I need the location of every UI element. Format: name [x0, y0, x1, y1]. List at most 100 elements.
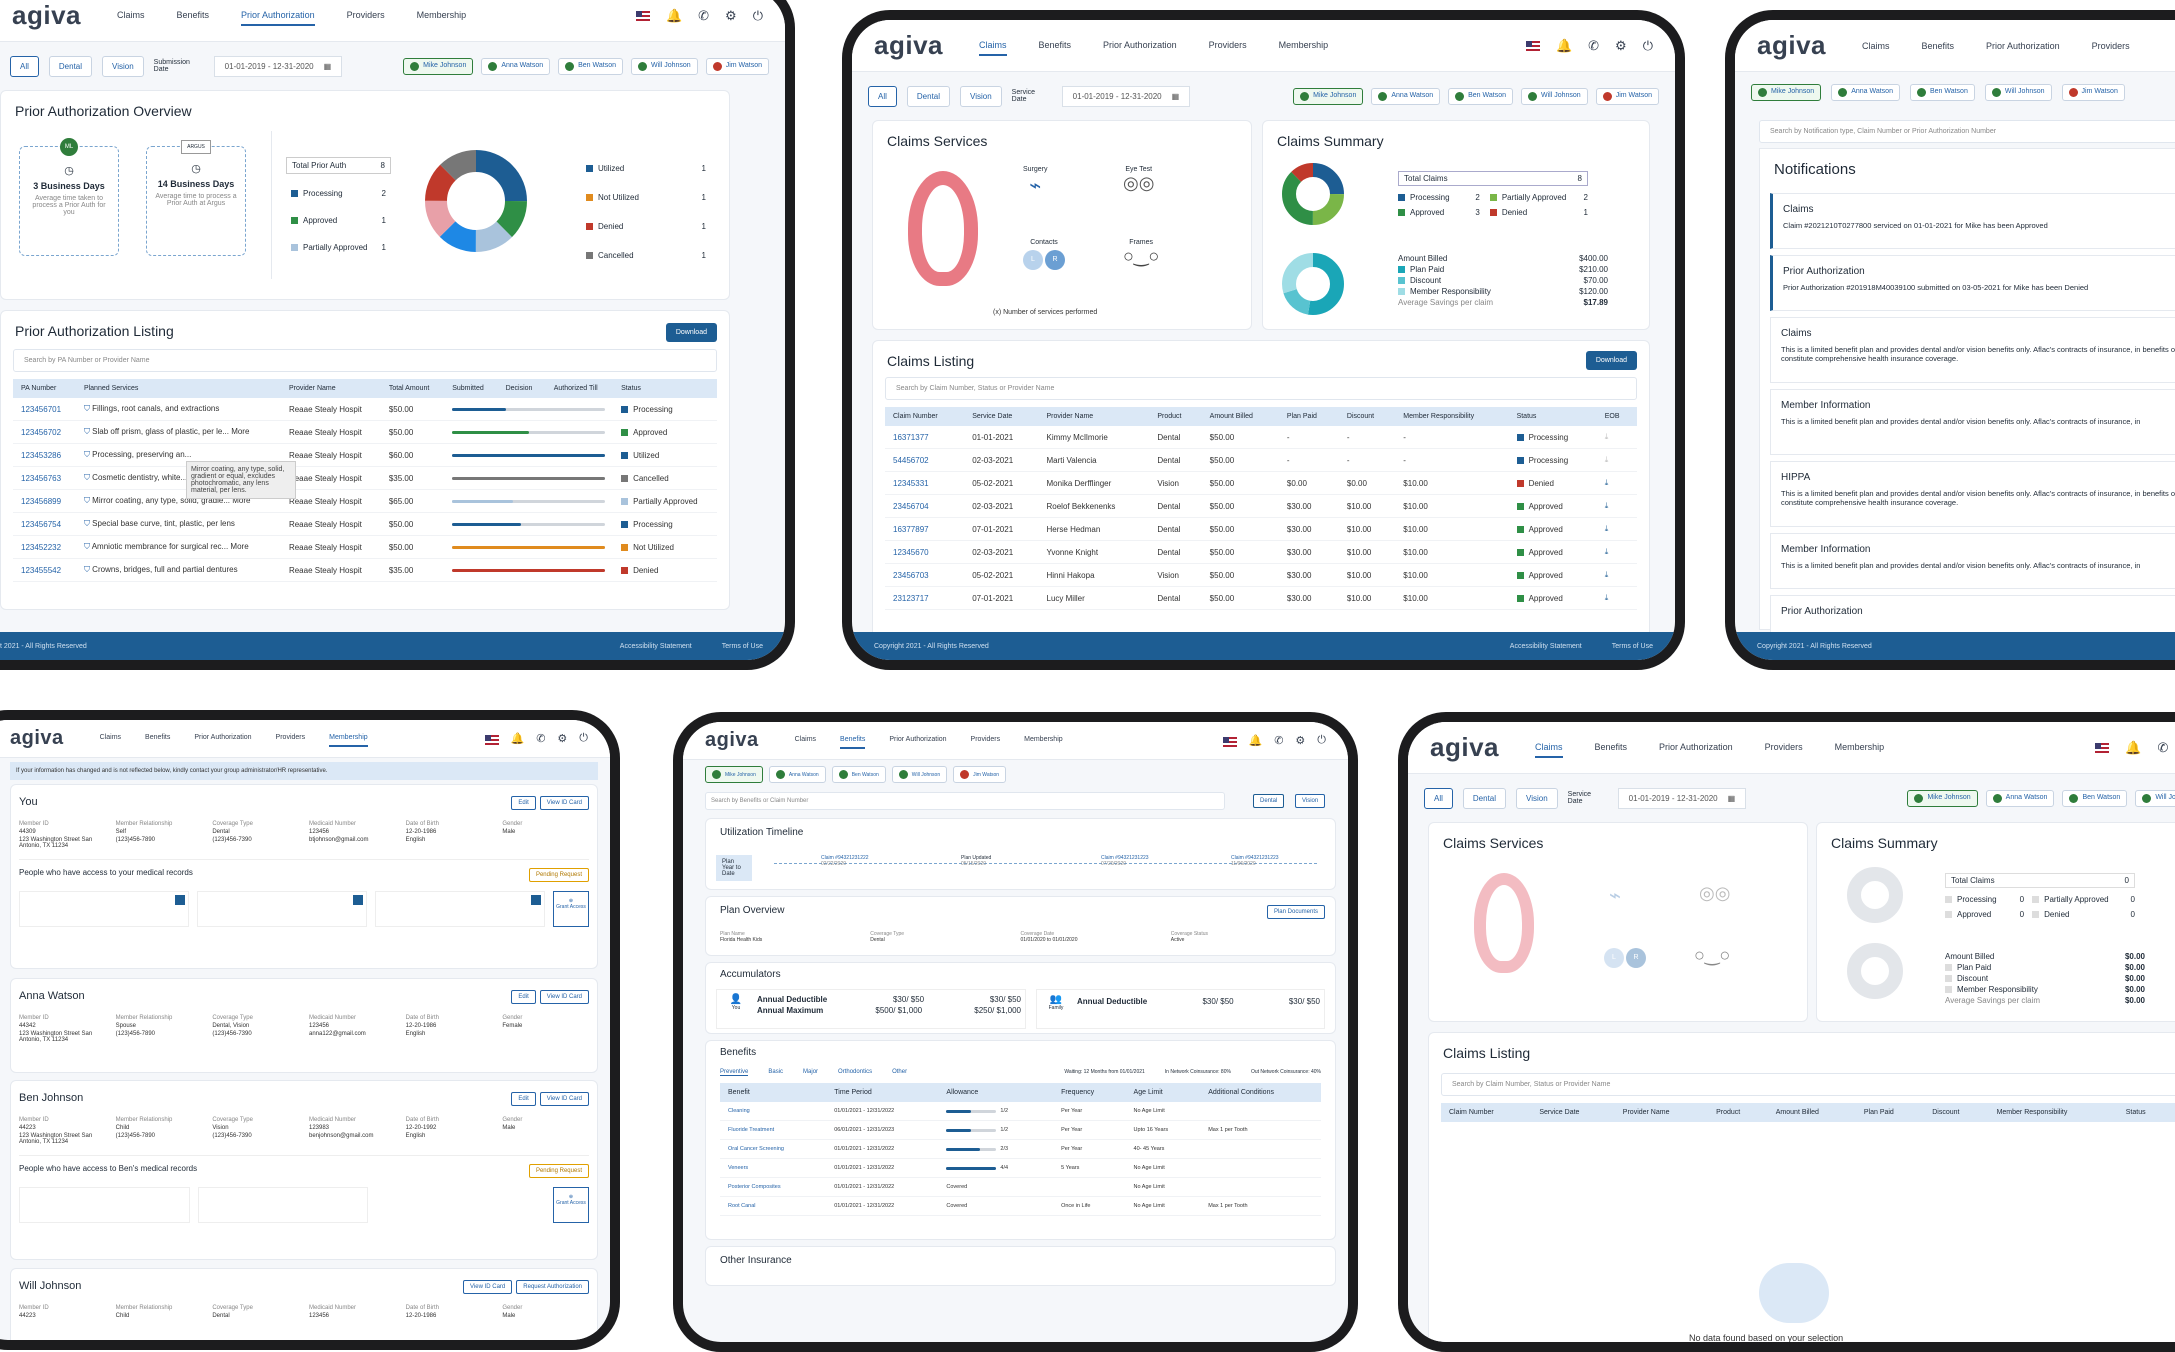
filter-vision[interactable]: Vision — [102, 55, 144, 77]
date-range-picker[interactable]: 01-01-2019 - 12-31-2020 ▦ — [1617, 787, 1747, 809]
nav-membership[interactable]: Membership — [329, 730, 368, 747]
nav-claims[interactable]: Claims — [99, 734, 122, 741]
date-range-picker[interactable]: 01-01-2019 - 12-31-2020 ▦ — [1061, 85, 1191, 107]
tab-major[interactable]: Major — [803, 1069, 819, 1075]
member-chip[interactable]: Anna Watson — [1985, 789, 2055, 807]
notification-item[interactable]: Member Information This is a limited bene… — [1770, 533, 2175, 589]
nav-benefits[interactable]: Benefits — [1038, 39, 1072, 50]
pending-request-button[interactable]: Pending Request — [528, 868, 589, 882]
benefits-search-input[interactable]: Search by Benefits or Claim Number — [705, 792, 1225, 810]
member-chip[interactable]: Will Johnson — [2135, 789, 2175, 807]
date-range-picker[interactable]: 01-01-2019 - 12-31-2020 ▦ — [213, 55, 343, 77]
grant-access-button[interactable]: ⊕ Grant Access — [553, 891, 589, 927]
gear-icon[interactable]: ⚙ — [1295, 735, 1306, 747]
tab-preventive[interactable]: Preventive — [720, 1069, 749, 1076]
tab-orthodontics[interactable]: Orthodontics — [838, 1069, 873, 1075]
nav-benefits[interactable]: Benefits — [145, 734, 171, 741]
nav-benefits[interactable]: Benefits — [840, 732, 866, 749]
teeth-icon[interactable] — [908, 171, 978, 286]
filter-dental[interactable]: Dental — [1462, 787, 1507, 809]
notification-search-input[interactable]: Search by Notification type, Claim Numbe… — [1759, 120, 2175, 143]
gear-icon[interactable]: ⚙ — [557, 733, 568, 745]
nav-membership[interactable]: Membership — [1834, 741, 1885, 752]
table-row[interactable]: 123452232 ⛉ Amniotic membrance for surgic… — [13, 535, 717, 559]
member-chip[interactable]: Will Johnson — [631, 57, 698, 75]
filter-vision[interactable]: Vision — [1295, 794, 1326, 808]
flag-icon[interactable] — [1525, 40, 1540, 51]
table-row[interactable]: 123456701 ⛉ Fillings, root canals, and ex… — [13, 398, 717, 421]
view-id-card-button[interactable]: View ID Card — [539, 990, 589, 1004]
nav-membership[interactable]: Membership — [416, 9, 467, 20]
nav-claims[interactable]: Claims — [1862, 40, 1890, 51]
nav-providers[interactable]: Providers — [346, 9, 385, 20]
edit-button[interactable]: Edit — [511, 1092, 536, 1106]
table-row[interactable]: 16377897 07-01-2021 Herse Hedman Dental $50.… — [885, 517, 1637, 541]
plan-year-chip[interactable]: Plan Year to Date — [716, 855, 752, 881]
member-chip[interactable]: Ben Watson — [831, 766, 886, 783]
table-row[interactable]: 16371377 01-01-2021 Kimmy McIlmorie Dental $… — [885, 426, 1637, 449]
power-icon[interactable]: ⏻ — [579, 732, 588, 744]
edit-button[interactable]: Edit — [511, 796, 536, 810]
pending-request-button[interactable]: Pending Request — [528, 1164, 589, 1178]
member-chip[interactable]: Ben Watson — [1448, 87, 1513, 105]
claims-search-input[interactable]: Search by Claim Number, Status or Provid… — [885, 377, 1637, 400]
nav-prior-auth[interactable]: Prior Authorization — [194, 734, 252, 741]
timeline-event[interactable]: Claim #94321231223 07/20/2020 — [1101, 855, 1149, 867]
table-row[interactable]: 123456754 ⛉ Special base curve, tint, pla… — [13, 512, 717, 536]
table-row[interactable]: 54456702 02-03-2021 Marti Valencia Dental $5… — [885, 448, 1637, 472]
notification-item[interactable]: HIPPA This is a limited benefit plan and … — [1770, 461, 2175, 527]
table-row[interactable]: 123453286 ⛉ Processing, preserving an... R… — [13, 443, 717, 467]
member-chip[interactable]: Ben Watson — [558, 57, 623, 75]
flag-icon[interactable] — [1222, 737, 1237, 747]
flag-icon[interactable] — [635, 10, 650, 21]
member-chip[interactable]: Mike Johnson — [1751, 83, 1822, 101]
bell-icon[interactable]: 🔔 — [1248, 735, 1263, 747]
edit-button[interactable]: Edit — [511, 990, 536, 1004]
bell-icon[interactable]: 🔔 — [1555, 37, 1573, 53]
notification-item[interactable]: Member Information This is a limited bene… — [1770, 389, 2175, 455]
member-chip[interactable]: Ben Watson — [2062, 789, 2128, 807]
nav-providers[interactable]: Providers — [1764, 741, 1803, 752]
nav-benefits[interactable]: Benefits — [1921, 40, 1955, 51]
filter-all[interactable]: All — [868, 85, 897, 107]
filter-vision[interactable]: Vision — [1516, 787, 1558, 809]
view-id-card-button[interactable]: View ID Card — [539, 1092, 589, 1106]
table-row[interactable]: 123456899 ⛉ Mirror coating, any type, sol… — [13, 489, 717, 513]
member-chip[interactable]: Anna Watson — [1831, 83, 1900, 101]
member-chip[interactable]: Anna Watson — [481, 57, 551, 75]
table-row[interactable]: 23456703 05-02-2021 Hinni Hakopa Vision $50.… — [885, 563, 1637, 587]
tab-basic[interactable]: Basic — [768, 1069, 784, 1075]
member-chip[interactable]: Jim Watson — [705, 57, 769, 75]
table-row[interactable]: 23123717 07-01-2021 Lucy Miller Dental $50.0… — [885, 586, 1637, 610]
nav-claims[interactable]: Claims — [117, 9, 145, 20]
member-chip[interactable]: Will Johnson — [1521, 87, 1588, 105]
nav-providers[interactable]: Providers — [970, 736, 1001, 743]
gear-icon[interactable]: ⚙ — [1615, 37, 1627, 53]
download-button[interactable]: Download — [1585, 351, 1637, 370]
member-chip[interactable]: Mike Johnson — [403, 57, 474, 75]
phone-icon[interactable]: ✆ — [536, 733, 546, 745]
table-row[interactable]: 123456763 ⛉ Cosmetic dentistry, white... R… — [13, 466, 717, 490]
nav-prior-auth[interactable]: Prior Authorization — [889, 736, 947, 743]
timeline-event[interactable]: Claim #94321231223 11/06/2020 — [1231, 855, 1279, 867]
member-chip[interactable]: Anna Watson — [1371, 87, 1441, 105]
glasses-icon[interactable]: ○‿○ — [1123, 246, 1160, 266]
plan-documents-button[interactable]: Plan Documents — [1266, 905, 1325, 919]
phone-icon[interactable]: ✆ — [1274, 735, 1284, 747]
claims-search-input[interactable]: Search by Claim Number, Status or Provid… — [1441, 1073, 2175, 1096]
notification-item[interactable]: Claims This is a limited benefit plan and… — [1770, 317, 2175, 383]
view-id-card-button[interactable]: View ID Card — [539, 796, 589, 810]
power-icon[interactable]: ⏻ — [1317, 734, 1326, 746]
filter-dental[interactable]: Dental — [906, 85, 951, 107]
nav-prior-auth[interactable]: Prior Authorization — [1986, 40, 2060, 51]
notification-item[interactable]: Claims Claim #2021210T0277800 serviced on… — [1770, 193, 2175, 249]
member-chip[interactable]: Ben Watson — [1909, 83, 1975, 101]
notification-item[interactable]: Prior Authorization Prior Authorization #… — [1770, 255, 2175, 311]
notification-item[interactable]: Prior Authorization — [1770, 595, 2175, 635]
view-id-card-button[interactable]: View ID Card — [463, 1280, 513, 1294]
bell-icon[interactable]: 🔔 — [510, 733, 525, 745]
member-chip[interactable]: Will Johnson — [891, 766, 948, 783]
surgery-icon[interactable]: ⌁ — [1029, 175, 1042, 197]
filter-dental[interactable]: Dental — [48, 55, 93, 77]
table-row[interactable]: 123456702 ⛉ Slab off prism, glass of plas… — [13, 420, 717, 444]
